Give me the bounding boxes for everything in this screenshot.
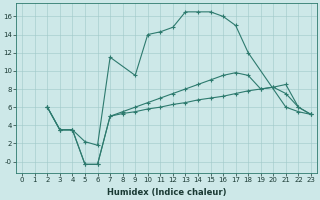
X-axis label: Humidex (Indice chaleur): Humidex (Indice chaleur) [107,188,226,197]
